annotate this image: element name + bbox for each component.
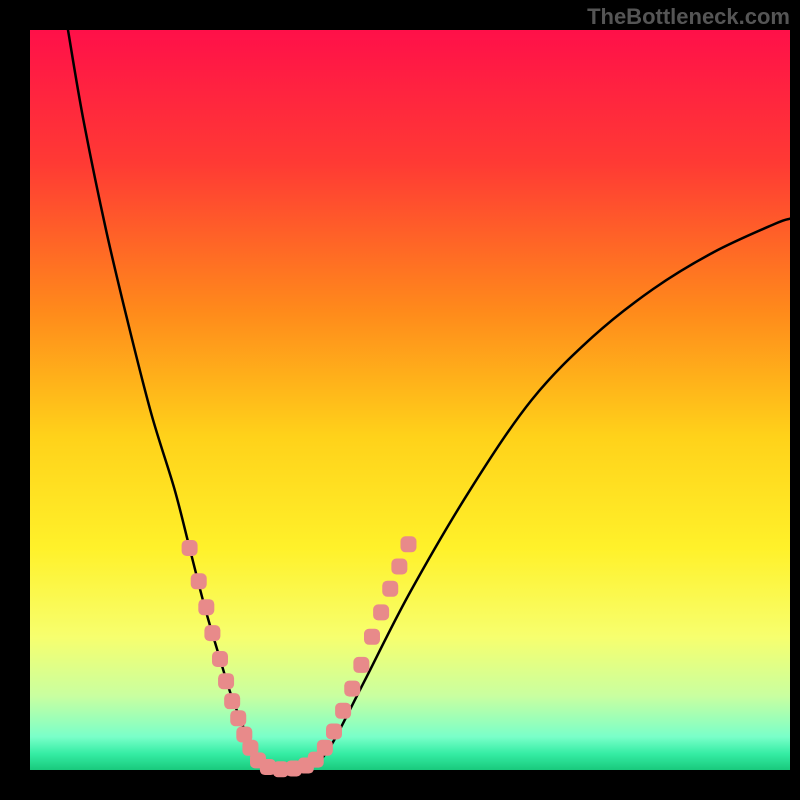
curve-marker <box>364 629 380 645</box>
bottleneck-chart <box>0 0 800 800</box>
curve-marker <box>182 540 198 556</box>
curve-marker <box>353 657 369 673</box>
curve-marker <box>218 673 234 689</box>
curve-marker <box>198 599 214 615</box>
curve-marker <box>344 681 360 697</box>
curve-marker <box>230 710 246 726</box>
curve-marker <box>400 536 416 552</box>
curve-marker <box>224 693 240 709</box>
plot-background <box>30 30 790 770</box>
curve-marker <box>335 703 351 719</box>
curve-marker <box>317 740 333 756</box>
curve-marker <box>391 559 407 575</box>
curve-marker <box>373 604 389 620</box>
curve-marker <box>191 573 207 589</box>
curve-marker <box>382 581 398 597</box>
curve-marker <box>212 651 228 667</box>
chart-frame: TheBottleneck.com <box>0 0 800 800</box>
curve-marker <box>326 724 342 740</box>
curve-marker <box>204 625 220 641</box>
watermark-text: TheBottleneck.com <box>587 4 790 30</box>
